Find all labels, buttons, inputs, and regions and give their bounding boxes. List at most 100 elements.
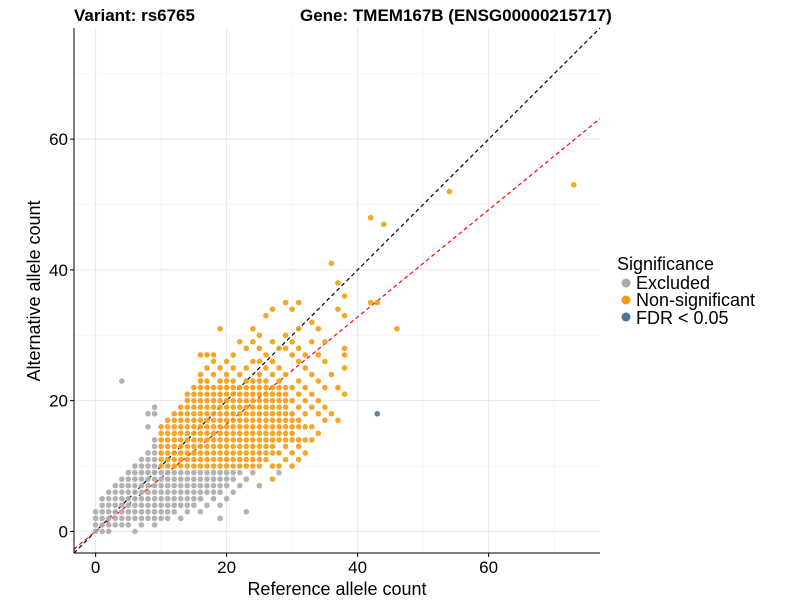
point-non-significant (230, 463, 236, 469)
point-non-significant (191, 456, 197, 463)
point-non-significant (184, 456, 191, 463)
point-non-significant (243, 456, 250, 463)
point-excluded (171, 476, 178, 482)
point-non-significant (164, 430, 171, 437)
variant-title: Variant: rs6765 (74, 6, 195, 25)
point-excluded (171, 495, 178, 502)
point-non-significant (217, 325, 223, 332)
point-non-significant (191, 391, 197, 397)
point-non-significant (381, 221, 387, 227)
point-non-significant (256, 397, 263, 404)
point-excluded (125, 495, 132, 502)
point-excluded (99, 502, 105, 509)
point-non-significant (289, 384, 295, 391)
point-excluded (158, 469, 164, 476)
point-excluded (132, 528, 138, 535)
point-non-significant (210, 443, 217, 450)
point-non-significant (269, 450, 276, 456)
point-non-significant (223, 391, 230, 397)
point-non-significant (204, 352, 210, 358)
point-non-significant (217, 430, 223, 437)
point-excluded (158, 495, 164, 502)
point-excluded (177, 495, 184, 502)
point-non-significant (282, 410, 289, 417)
point-excluded (217, 469, 223, 476)
point-excluded (112, 495, 119, 502)
point-excluded (138, 502, 145, 509)
point-non-significant (184, 430, 191, 437)
x-axis-title: Reference allele count (247, 579, 426, 599)
identity-line (73, 27, 601, 554)
point-excluded (164, 515, 171, 522)
point-non-significant (315, 410, 322, 417)
point-non-significant (191, 463, 197, 469)
point-non-significant (236, 404, 243, 411)
point-non-significant (322, 384, 328, 391)
point-non-significant (269, 339, 276, 345)
point-non-significant (322, 339, 328, 345)
point-non-significant (250, 391, 256, 397)
point-excluded (145, 424, 151, 430)
point-non-significant (217, 443, 223, 450)
point-non-significant (158, 424, 164, 430)
point-non-significant (269, 358, 276, 365)
point-non-significant (276, 345, 282, 352)
point-excluded (191, 476, 197, 482)
point-non-significant (256, 371, 263, 378)
point-excluded (184, 489, 191, 495)
point-non-significant (295, 345, 302, 352)
point-non-significant (191, 450, 197, 456)
point-excluded (145, 476, 151, 482)
point-excluded (151, 463, 158, 469)
point-non-significant (191, 384, 197, 391)
point-excluded (191, 502, 197, 509)
point-excluded (210, 476, 217, 482)
point-non-significant (217, 397, 223, 404)
point-non-significant (269, 476, 276, 482)
point-non-significant (295, 443, 302, 450)
point-non-significant (256, 430, 263, 437)
point-non-significant (250, 443, 256, 450)
point-non-significant (256, 443, 263, 450)
point-excluded (230, 476, 236, 482)
point-non-significant (204, 378, 210, 384)
point-non-significant (223, 456, 230, 463)
point-non-significant (282, 384, 289, 391)
point-non-significant (223, 404, 230, 411)
point-excluded (217, 489, 223, 495)
point-excluded (151, 489, 158, 495)
point-excluded (217, 476, 223, 482)
point-excluded (119, 378, 125, 384)
point-non-significant (308, 319, 315, 326)
point-excluded (138, 463, 145, 469)
point-excluded (151, 450, 158, 456)
point-non-significant (177, 437, 184, 443)
point-non-significant (204, 430, 210, 437)
point-excluded (145, 515, 151, 522)
point-non-significant (223, 430, 230, 437)
point-non-significant (204, 450, 210, 456)
point-non-significant (191, 437, 197, 443)
point-non-significant (263, 443, 269, 450)
point-excluded (164, 489, 171, 495)
point-non-significant (217, 450, 223, 456)
point-non-significant (269, 437, 276, 443)
point-non-significant (256, 410, 263, 417)
point-non-significant (341, 391, 348, 397)
point-excluded (125, 502, 132, 509)
y-axis-title: Alternative allele count (24, 200, 44, 381)
point-excluded (125, 522, 132, 528)
point-non-significant (230, 450, 236, 456)
point-excluded (112, 482, 119, 489)
point-non-significant (230, 456, 236, 463)
point-non-significant (236, 463, 243, 469)
point-non-significant (263, 450, 269, 456)
point-excluded (119, 495, 125, 502)
point-excluded (164, 495, 171, 502)
point-non-significant (204, 397, 210, 404)
point-non-significant (263, 456, 269, 463)
point-excluded (125, 476, 132, 482)
axes (73, 28, 600, 554)
point-excluded (210, 495, 217, 502)
point-excluded (92, 528, 99, 535)
